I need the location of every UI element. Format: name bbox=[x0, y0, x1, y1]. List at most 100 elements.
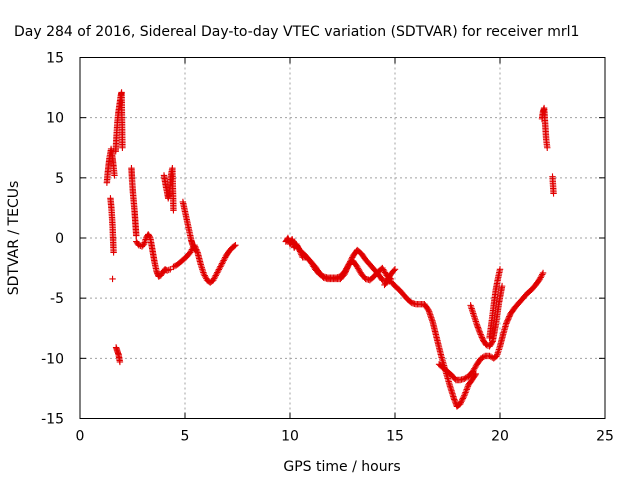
data-point bbox=[462, 374, 469, 382]
data-point bbox=[505, 314, 512, 322]
data-point bbox=[213, 270, 220, 278]
series-s14 bbox=[435, 269, 547, 384]
y-axis-label: SDTVAR / TECUs bbox=[6, 181, 22, 296]
data-point bbox=[210, 275, 218, 282]
x-tick-label: 5 bbox=[181, 429, 190, 445]
data-point bbox=[344, 264, 351, 271]
data-point bbox=[463, 386, 470, 393]
data-point bbox=[477, 331, 484, 338]
series-s17 bbox=[538, 104, 551, 151]
data-point bbox=[464, 383, 472, 390]
y-tick-label: 10 bbox=[46, 111, 64, 127]
data-point bbox=[424, 305, 431, 313]
data-point bbox=[119, 144, 126, 151]
data-point bbox=[488, 339, 496, 346]
data-point bbox=[221, 254, 229, 261]
data-point bbox=[192, 246, 199, 254]
data-point bbox=[459, 396, 466, 404]
data-point bbox=[146, 233, 153, 240]
data-point bbox=[391, 266, 399, 273]
x-tick-label: 15 bbox=[386, 429, 404, 445]
series-s9 bbox=[170, 242, 239, 286]
data-point bbox=[464, 384, 471, 392]
data-point bbox=[202, 273, 209, 281]
data-point bbox=[133, 232, 140, 239]
data-point bbox=[461, 390, 469, 398]
x-tick-label: 20 bbox=[491, 429, 509, 445]
data-point bbox=[539, 269, 547, 277]
y-tick-label: 15 bbox=[46, 51, 64, 67]
x-axis-label: GPS time / hours bbox=[283, 459, 400, 475]
data-point bbox=[457, 399, 464, 406]
y-tick-label: 5 bbox=[55, 171, 64, 187]
data-point bbox=[498, 282, 506, 290]
data-point bbox=[461, 392, 468, 399]
data-point bbox=[211, 273, 219, 281]
series-s3 bbox=[109, 275, 116, 283]
data-point bbox=[215, 266, 223, 273]
data-point bbox=[217, 263, 224, 270]
series-s2 bbox=[107, 195, 117, 256]
data-point bbox=[216, 264, 223, 272]
data-point bbox=[503, 318, 511, 326]
data-point bbox=[170, 207, 177, 214]
data-point bbox=[220, 257, 227, 264]
series-s4 bbox=[112, 89, 126, 155]
data-point bbox=[503, 320, 510, 327]
data-point bbox=[221, 255, 228, 263]
data-point bbox=[231, 242, 238, 250]
data-point bbox=[342, 268, 349, 275]
axis-ticks: 0 5 10 15 20 25 -15 -10 -5 0 5 10 15 bbox=[41, 51, 614, 445]
x-tick-label: 10 bbox=[281, 429, 299, 445]
y-tick-label: 0 bbox=[55, 231, 64, 247]
series-s10 bbox=[179, 198, 199, 254]
series-s15 bbox=[467, 282, 506, 350]
data-point bbox=[214, 269, 221, 276]
data-point bbox=[163, 267, 171, 274]
series-s18 bbox=[549, 173, 557, 197]
data-point bbox=[210, 276, 217, 284]
data-point bbox=[496, 266, 504, 273]
data-point bbox=[550, 190, 557, 197]
series-s16 bbox=[486, 266, 504, 342]
chart-title: Day 284 of 2016, Sidereal Day-to-day VTE… bbox=[14, 24, 579, 40]
data-point bbox=[232, 242, 239, 249]
data-point bbox=[200, 270, 208, 278]
data-point bbox=[458, 398, 465, 405]
data-point bbox=[462, 389, 469, 396]
data-point bbox=[471, 371, 479, 379]
data-point bbox=[462, 387, 470, 395]
data-point bbox=[504, 316, 512, 323]
series-s7 bbox=[133, 231, 174, 280]
data-point bbox=[191, 245, 198, 253]
grid-layer bbox=[80, 57, 605, 419]
data-point bbox=[341, 270, 348, 278]
x-tick-label: 25 bbox=[596, 429, 614, 445]
data-point bbox=[506, 313, 513, 320]
data-point bbox=[504, 317, 511, 324]
data-point bbox=[538, 272, 545, 280]
data-point bbox=[219, 258, 226, 266]
data-point bbox=[111, 172, 118, 179]
series-s11 bbox=[282, 234, 480, 410]
data-point bbox=[390, 267, 398, 274]
data-point bbox=[537, 274, 544, 281]
y-tick-label: -5 bbox=[50, 291, 64, 307]
data-point bbox=[218, 261, 225, 269]
data-point bbox=[343, 266, 350, 274]
y-tick-label: -10 bbox=[41, 351, 64, 367]
data-points bbox=[103, 89, 557, 410]
data-point bbox=[478, 332, 485, 340]
series-s8 bbox=[160, 165, 177, 214]
data-point bbox=[214, 267, 222, 275]
series-s1 bbox=[103, 145, 118, 186]
data-point bbox=[476, 329, 484, 337]
series-s5 bbox=[112, 344, 124, 366]
data-point bbox=[478, 334, 486, 341]
data-point bbox=[218, 260, 226, 267]
y-tick-label: -15 bbox=[41, 412, 64, 428]
data-point bbox=[139, 242, 147, 249]
data-point bbox=[212, 272, 219, 279]
x-tick-label: 0 bbox=[76, 429, 85, 445]
